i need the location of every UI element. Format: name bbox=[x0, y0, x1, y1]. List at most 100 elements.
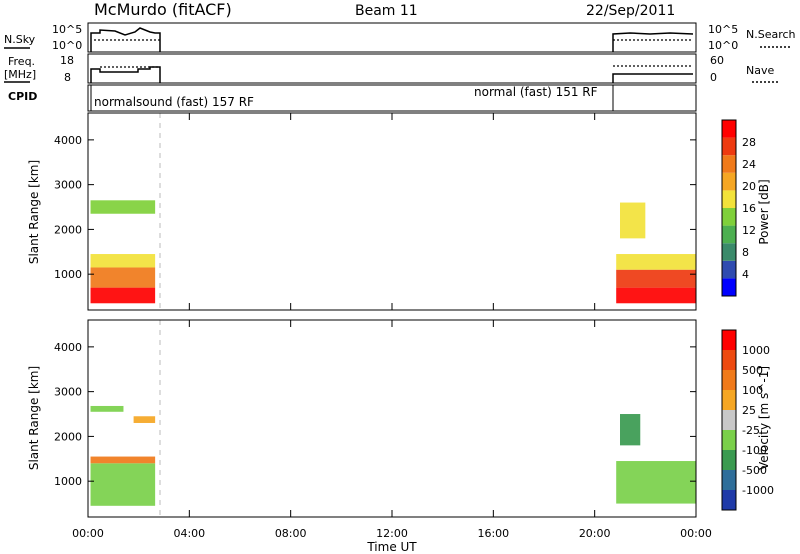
velocity-band-2 bbox=[90, 405, 124, 412]
velocity-colorbar-swatch-8 bbox=[722, 330, 736, 350]
power-y-axis: 1000 2000 3000 4000 bbox=[54, 134, 696, 281]
velocity-colorbar-tick-5: -100 bbox=[742, 444, 767, 457]
power-band-1 bbox=[90, 267, 156, 288]
power-colorbar-tick-0: 28 bbox=[742, 136, 756, 149]
power-ylabel: Slant Range [km] bbox=[27, 160, 41, 264]
power-colorbar-tick-5: 8 bbox=[742, 246, 749, 259]
velocity-colorbar-swatch-4 bbox=[722, 410, 736, 430]
velocity-colorbar-tick-0: 1000 bbox=[742, 344, 770, 357]
velocity-ytick-label-2: 3000 bbox=[54, 386, 82, 399]
power-colorbar-tick-6: 4 bbox=[742, 268, 749, 281]
date-title: 22/Sep/2011 bbox=[586, 3, 675, 19]
power-ytick-label-0: 1000 bbox=[54, 268, 82, 281]
power-colorbar-swatch-6 bbox=[722, 172, 736, 191]
power-colorbar-swatch-1 bbox=[722, 260, 736, 279]
power-panel: 1000 2000 3000 4000 Slant Range [km] bbox=[27, 112, 697, 311]
station-title: McMurdo (fitACF) bbox=[94, 0, 232, 19]
nave-tick-bottom: 0 bbox=[710, 71, 717, 84]
power-colorbar-swatch-7 bbox=[722, 155, 736, 173]
velocity-colorbar-swatch-7 bbox=[722, 350, 736, 370]
freq-tick-top: 18 bbox=[60, 54, 74, 67]
freq-trace-1 bbox=[90, 66, 161, 83]
velocity-panel: 1000 2000 3000 4000 Slant Range [km] bbox=[27, 319, 697, 518]
nave-tick-top: 60 bbox=[710, 54, 724, 67]
velocity-colorbar-swatch-5 bbox=[722, 390, 736, 410]
velocity-colorbar-swatch-3 bbox=[722, 430, 736, 450]
xtick-label-2: 08:00 bbox=[275, 527, 307, 540]
velocity-colorbar-tick-1: 500 bbox=[742, 364, 763, 377]
freq-label-line2: [MHz] bbox=[4, 68, 36, 81]
noise-left-tick-top: 10^5 bbox=[52, 23, 82, 36]
power-band-2 bbox=[90, 254, 156, 268]
power-colorbar-swatch-5 bbox=[722, 190, 736, 208]
freq-label-line1: Freq. bbox=[8, 55, 35, 68]
velocity-colorbar-swatch-1 bbox=[722, 470, 736, 490]
noise-strip-frame bbox=[87, 22, 697, 53]
velocity-colorbar: 1000 500 100 25 -25 -100 -500 -1000 bbox=[721, 329, 774, 511]
velocity-band-3 bbox=[133, 416, 156, 423]
power-colorbar: 28 24 20 16 12 8 4 bbox=[721, 119, 756, 297]
velocity-panel-bg bbox=[88, 320, 696, 517]
xtick-label-4: 16:00 bbox=[477, 527, 509, 540]
power-band-7 bbox=[620, 202, 646, 239]
noise-left-tick-bottom: 10^0 bbox=[52, 39, 82, 52]
xtick-label-3: 12:00 bbox=[376, 527, 408, 540]
velocity-colorbar-tick-7: -1000 bbox=[742, 484, 774, 497]
power-band-6 bbox=[616, 254, 696, 270]
cpid-label: CPID bbox=[8, 90, 37, 103]
velocity-band-0 bbox=[90, 463, 156, 506]
velocity-ytick-label-1: 2000 bbox=[54, 430, 82, 443]
noise-sky-trace-2 bbox=[612, 32, 694, 52]
nsearch-label: N.Search bbox=[746, 28, 796, 41]
power-panel-bg bbox=[88, 113, 696, 310]
nave-label: Nave bbox=[746, 64, 774, 77]
velocity-colorbar-tick-4: -25 bbox=[742, 424, 760, 437]
velocity-colorbar-swatch-6 bbox=[722, 370, 736, 390]
freq-trace-2 bbox=[612, 73, 693, 83]
velocity-heatmap bbox=[90, 405, 696, 506]
power-colorbar-label: Power [dB] bbox=[757, 179, 771, 244]
velocity-y-axis: 1000 2000 3000 4000 bbox=[54, 341, 696, 488]
noise-right-tick-bottom: 10^0 bbox=[708, 39, 738, 52]
velocity-colorbar-label: Velocity [m s^-1] bbox=[757, 366, 771, 470]
freq-strip-frame bbox=[87, 53, 697, 84]
xaxis-label: Time UT bbox=[366, 540, 417, 554]
power-colorbar-swatch-9 bbox=[722, 120, 736, 138]
power-ytick-label-2: 3000 bbox=[54, 179, 82, 192]
xtick-label-0: 00:00 bbox=[72, 527, 104, 540]
power-colorbar-frame bbox=[721, 119, 737, 297]
power-ytick-label-1: 2000 bbox=[54, 223, 82, 236]
xtick-label-5: 20:00 bbox=[579, 527, 611, 540]
noise-right-tick-top: 10^5 bbox=[708, 23, 738, 36]
power-band-3 bbox=[90, 200, 156, 214]
cpid-strip-frame bbox=[87, 84, 697, 112]
power-colorbar-swatch-2 bbox=[722, 243, 736, 261]
cpid-label-first: normalsound (fast) 157 RF bbox=[94, 95, 254, 109]
xtick-label-6: 00:00 bbox=[680, 527, 712, 540]
power-band-4 bbox=[616, 287, 696, 304]
velocity-ylabel: Slant Range [km] bbox=[27, 366, 41, 470]
power-colorbar-tick-2: 20 bbox=[742, 180, 756, 193]
velocity-band-1 bbox=[90, 456, 156, 464]
velocity-ytick-label-0: 1000 bbox=[54, 475, 82, 488]
xtick-label-1: 04:00 bbox=[173, 527, 205, 540]
velocity-ytick-label-3: 4000 bbox=[54, 341, 82, 354]
power-ytick-label-3: 4000 bbox=[54, 134, 82, 147]
velocity-band-4 bbox=[616, 461, 696, 504]
power-band-5 bbox=[616, 269, 696, 288]
power-colorbar-tick-1: 24 bbox=[742, 158, 756, 171]
velocity-band-5 bbox=[620, 414, 641, 446]
power-heatmap bbox=[90, 200, 696, 304]
velocity-colorbar-frame bbox=[721, 329, 737, 511]
power-band-0 bbox=[90, 287, 156, 304]
freq-tick-bottom: 8 bbox=[64, 71, 71, 84]
cpid-label-second: normal (fast) 151 RF bbox=[474, 85, 598, 99]
power-colorbar-tick-3: 16 bbox=[742, 202, 756, 215]
nsky-label: N.Sky bbox=[4, 33, 36, 46]
power-colorbar-swatch-4 bbox=[722, 208, 736, 226]
noise-sky-trace-1 bbox=[90, 27, 161, 52]
velocity-colorbar-tick-6: -500 bbox=[742, 464, 767, 477]
velocity-colorbar-swatch-2 bbox=[722, 450, 736, 470]
velocity-colorbar-tick-3: 25 bbox=[742, 404, 756, 417]
